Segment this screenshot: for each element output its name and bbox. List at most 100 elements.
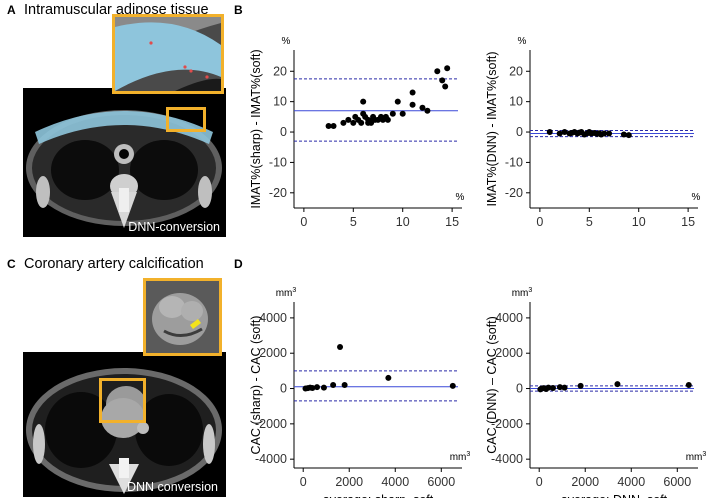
data-point (337, 344, 344, 351)
image-caption-a: DNN-conversion (128, 220, 220, 234)
y-tick-label: -2000 (491, 417, 523, 431)
highlight-box-imat (166, 107, 206, 132)
y-tick-label: 10 (509, 95, 523, 109)
y-tick-label: 2000 (495, 346, 523, 360)
data-point (419, 104, 426, 111)
y-tick-label: 0 (516, 125, 523, 139)
data-point (442, 83, 449, 90)
x-tick-label: 0 (536, 215, 543, 229)
data-point (625, 132, 632, 139)
data-point (439, 77, 446, 84)
data-point (389, 110, 396, 117)
data-point (561, 384, 568, 391)
data-point (409, 101, 416, 108)
data-point (384, 116, 391, 123)
y-tick-label: -4000 (255, 452, 287, 466)
y-tick-label: 0 (280, 382, 287, 396)
data-point (360, 98, 367, 105)
data-point (350, 119, 357, 126)
y-axis-label: IMAT%(DNN) - IMAT%(soft) (485, 51, 499, 206)
y-unit-label: % (518, 36, 527, 47)
data-point (601, 130, 608, 137)
x-tick-label: 4000 (381, 475, 409, 489)
inset-drawing-cac (146, 281, 219, 353)
panel-letter-d: D (234, 257, 243, 271)
ct-image-chest-cac: DNN conversion (23, 352, 226, 497)
x-axis-label: average: sharp, soft (323, 493, 434, 498)
x-tick-label: 4000 (617, 475, 645, 489)
x-unit-label: mm3 (450, 451, 470, 463)
x-tick-label: 10 (632, 215, 646, 229)
ct-image-chest-imat: DNN-conversion (23, 88, 226, 237)
data-point (330, 122, 337, 129)
y-tick-label: 4000 (259, 311, 287, 325)
y-tick-label: 20 (273, 64, 287, 78)
y-tick-label: 2000 (259, 346, 287, 360)
y-axis-label: IMAT%(sharp) - IMAT%(soft) (249, 49, 263, 208)
x-tick-label: 6000 (427, 475, 455, 489)
zoom-inset-imat (112, 14, 224, 94)
x-tick-label: 5 (586, 215, 593, 229)
data-point (685, 382, 692, 388)
data-point (399, 110, 406, 117)
image-caption-c: DNN conversion (126, 480, 218, 494)
panel-letter-c: C (7, 257, 16, 271)
data-point (556, 130, 563, 137)
x-unit-label: mm3 (686, 451, 706, 463)
data-point (325, 122, 332, 129)
data-point (444, 65, 451, 72)
y-unit-label: mm3 (276, 287, 297, 299)
y-tick-label: 20 (509, 64, 523, 78)
data-point (434, 68, 441, 75)
data-point (320, 384, 327, 391)
panel-title-c: Coronary artery calcification (24, 256, 204, 272)
data-point (424, 107, 431, 114)
y-tick-label: -2000 (255, 417, 287, 431)
data-point (545, 384, 552, 391)
x-tick-label: 0 (300, 215, 307, 229)
x-axis-label: average: DNN, soft (561, 493, 668, 498)
data-point (614, 381, 621, 388)
y-tick-label: 10 (273, 95, 287, 109)
data-point (385, 374, 392, 381)
y-tick-label: -20 (269, 186, 287, 200)
data-point (546, 129, 553, 136)
ct-chest-drawing-cac (26, 368, 222, 494)
highlight-box-cac (99, 378, 146, 423)
data-point (309, 385, 316, 392)
y-axis-label: CAC (DNN) – CAC (soft) (485, 316, 499, 454)
y-tick-label: -10 (505, 155, 523, 169)
y-tick-label: 0 (280, 125, 287, 139)
data-point (345, 116, 352, 123)
x-tick-label: 2000 (335, 475, 363, 489)
y-tick-label: 4000 (495, 311, 523, 325)
zoom-inset-cac (143, 278, 222, 356)
data-point (620, 131, 627, 138)
inset-drawing-imat (115, 17, 221, 91)
y-tick-label: -20 (505, 186, 523, 200)
x-tick-label: 15 (681, 215, 695, 229)
data-point (409, 89, 416, 96)
x-unit-label: % (456, 192, 465, 203)
data-point (577, 382, 584, 389)
panel-letter-b: B (234, 3, 243, 17)
data-point (341, 382, 348, 388)
x-tick-label: 5 (350, 215, 357, 229)
y-tick-label: 0 (516, 382, 523, 396)
x-tick-label: 0 (536, 475, 543, 489)
data-point (561, 129, 568, 136)
x-tick-label: 6000 (663, 475, 691, 489)
y-tick-label: -10 (269, 155, 287, 169)
y-unit-label: mm3 (512, 287, 533, 299)
data-point (358, 119, 365, 126)
x-tick-label: 2000 (571, 475, 599, 489)
data-point (550, 385, 557, 392)
x-tick-label: 15 (445, 215, 459, 229)
x-tick-label: 10 (396, 215, 410, 229)
data-point (394, 98, 401, 105)
x-tick-label: 0 (300, 475, 307, 489)
y-axis-label: CAC (sharp) - CAC (soft) (249, 316, 263, 455)
x-unit-label: % (692, 192, 701, 203)
data-point (606, 130, 613, 137)
